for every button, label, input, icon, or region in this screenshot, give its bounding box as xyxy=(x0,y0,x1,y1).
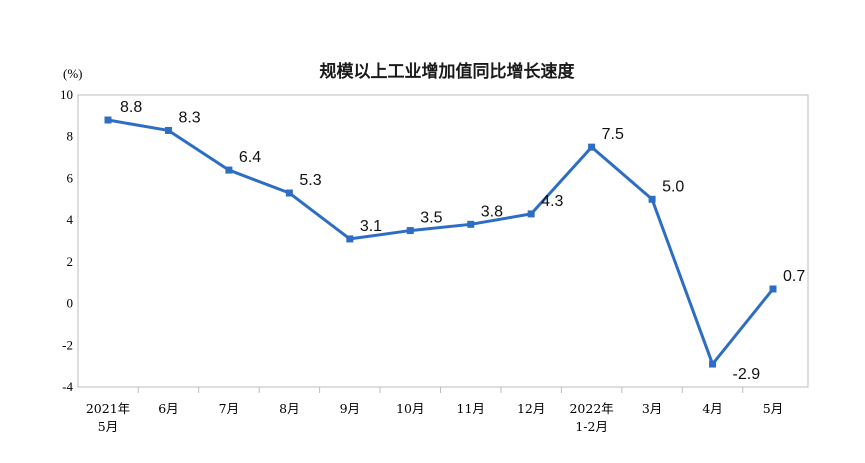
data-label: 3.5 xyxy=(420,210,442,227)
data-label: 8.3 xyxy=(178,109,200,126)
x-tick-label: 5月 xyxy=(763,401,783,416)
x-tick-label: 7月 xyxy=(219,401,239,416)
data-markers xyxy=(104,116,777,368)
y-tick-label: 8 xyxy=(67,129,74,144)
data-label: 3.1 xyxy=(360,218,382,235)
x-tick-label: 11月 xyxy=(457,401,485,416)
data-label: 6.4 xyxy=(239,149,261,166)
x-tick-label: 8月 xyxy=(279,401,299,416)
plot-area xyxy=(77,94,809,388)
y-tick-label: 2 xyxy=(67,254,74,269)
data-point xyxy=(285,189,293,197)
data-point xyxy=(709,360,717,368)
data-label: -2.9 xyxy=(733,366,761,383)
x-tick-label: 5月 xyxy=(98,419,118,434)
data-label: 0.7 xyxy=(783,268,805,285)
data-label: 3.8 xyxy=(481,203,503,220)
data-point xyxy=(588,143,596,151)
data-label: 5.0 xyxy=(662,178,684,195)
x-tick-label: 6月 xyxy=(158,401,178,416)
data-point xyxy=(346,235,354,243)
x-tick-label: 9月 xyxy=(340,401,360,416)
x-tick-label: 12月 xyxy=(517,401,545,416)
data-point xyxy=(467,220,475,228)
y-tick-label: 4 xyxy=(67,212,74,227)
y-axis-ticks: -4 -2 0 2 4 6 8 10 xyxy=(60,87,74,394)
data-labels: 8.8 8.3 6.4 5.3 3.1 3.5 3.8 4.3 7.5 5.0 -2.9 0.7 xyxy=(120,99,805,383)
x-tick-label: 2022年 xyxy=(569,401,613,416)
x-tick-label: 4月 xyxy=(702,401,722,416)
data-point xyxy=(406,227,414,235)
y-unit-label: (%) xyxy=(63,66,83,81)
y-tick-label: 6 xyxy=(67,170,74,185)
x-axis-ticks: 2021年 5月 6月 7月 8月 9月 10月 11月 12月 2022年 1-2月 3月 4月 5月 xyxy=(86,387,783,434)
data-point xyxy=(648,195,656,203)
y-tick-label: 10 xyxy=(60,87,73,102)
data-point xyxy=(527,210,535,218)
series-line xyxy=(106,118,775,366)
x-tick-label: 10月 xyxy=(396,401,424,416)
x-tick-label: 2021年 xyxy=(86,401,130,416)
data-label: 4.3 xyxy=(541,193,563,210)
data-label: 8.8 xyxy=(120,99,142,116)
data-point xyxy=(769,285,777,293)
x-tick-label: 1-2月 xyxy=(575,419,608,434)
data-label: 5.3 xyxy=(299,172,321,189)
data-point xyxy=(104,116,112,124)
x-tick-label: 3月 xyxy=(642,401,662,416)
data-point xyxy=(225,166,233,174)
chart-title: 规模以上工业增加值同比增长速度 xyxy=(320,61,576,82)
data-point xyxy=(164,126,172,134)
data-label: 7.5 xyxy=(602,126,624,143)
y-tick-label: -4 xyxy=(62,379,73,394)
y-tick-label: 0 xyxy=(67,296,74,311)
y-tick-label: -2 xyxy=(62,337,73,352)
